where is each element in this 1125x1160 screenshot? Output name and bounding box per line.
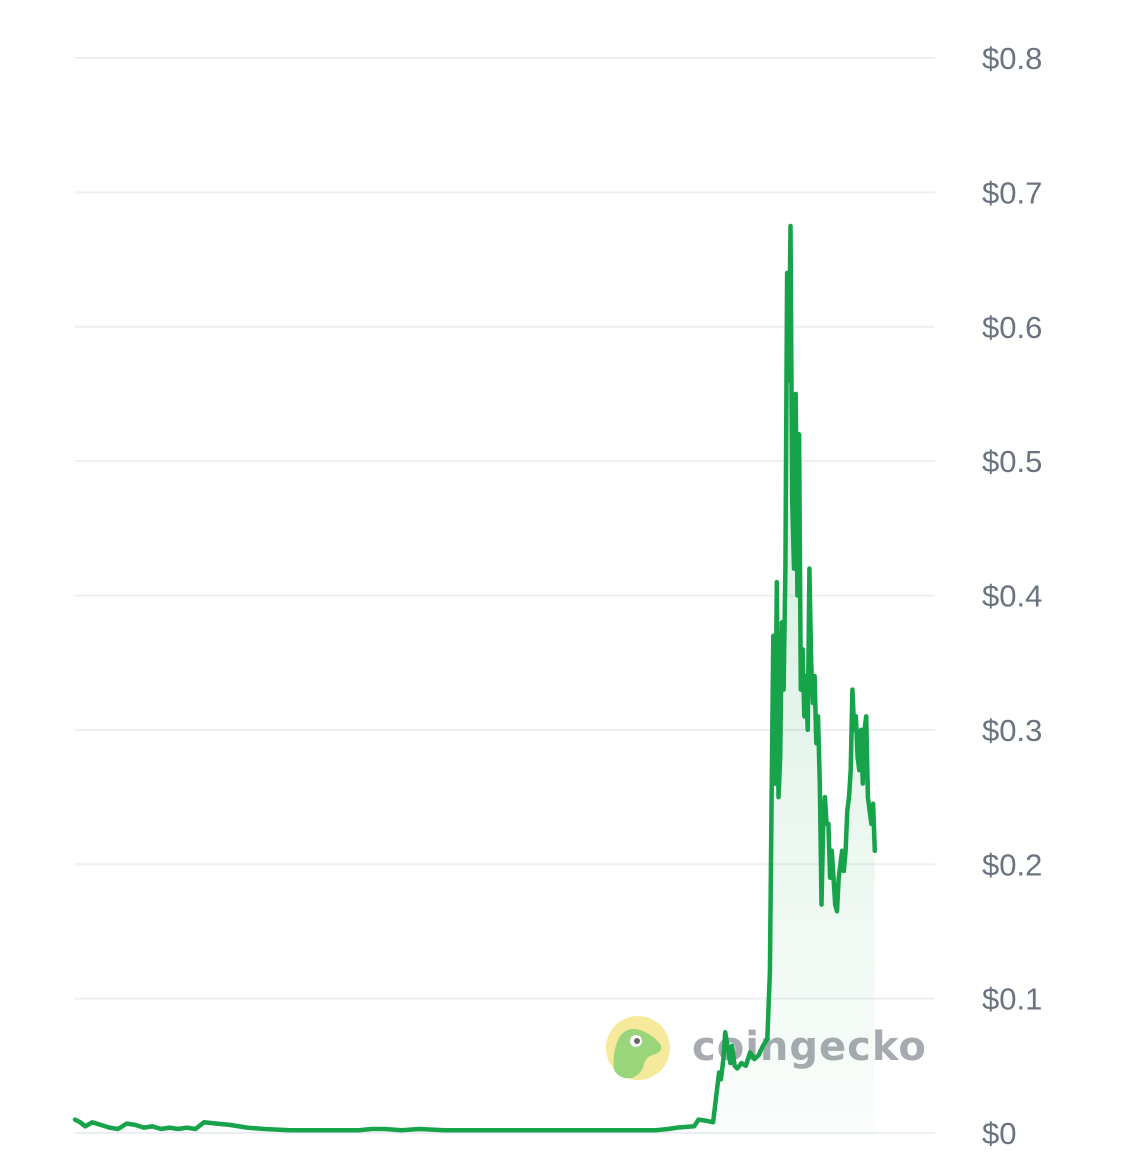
y-tick-label: $0.5	[982, 444, 1042, 479]
y-tick-label: $0.6	[982, 310, 1042, 345]
y-tick-label: $0.1	[982, 982, 1042, 1017]
y-tick-label: $0	[982, 1116, 1016, 1151]
y-tick-label: $0.3	[982, 713, 1042, 748]
y-tick-label: $0.8	[982, 41, 1042, 76]
y-axis-ticks: $0 $0.1 $0.2 $0.3 $0.4 $0.5 $0.6 $0.7 $0.8	[982, 41, 1042, 1151]
y-tick-label: $0.2	[982, 847, 1042, 882]
gridlines	[75, 57, 935, 1134]
y-tick-label: $0.4	[982, 579, 1042, 614]
price-line	[72, 223, 878, 1133]
coingecko-logo-icon	[606, 1016, 670, 1080]
y-tick-label: $0.7	[982, 175, 1042, 210]
price-area	[75, 226, 875, 1133]
